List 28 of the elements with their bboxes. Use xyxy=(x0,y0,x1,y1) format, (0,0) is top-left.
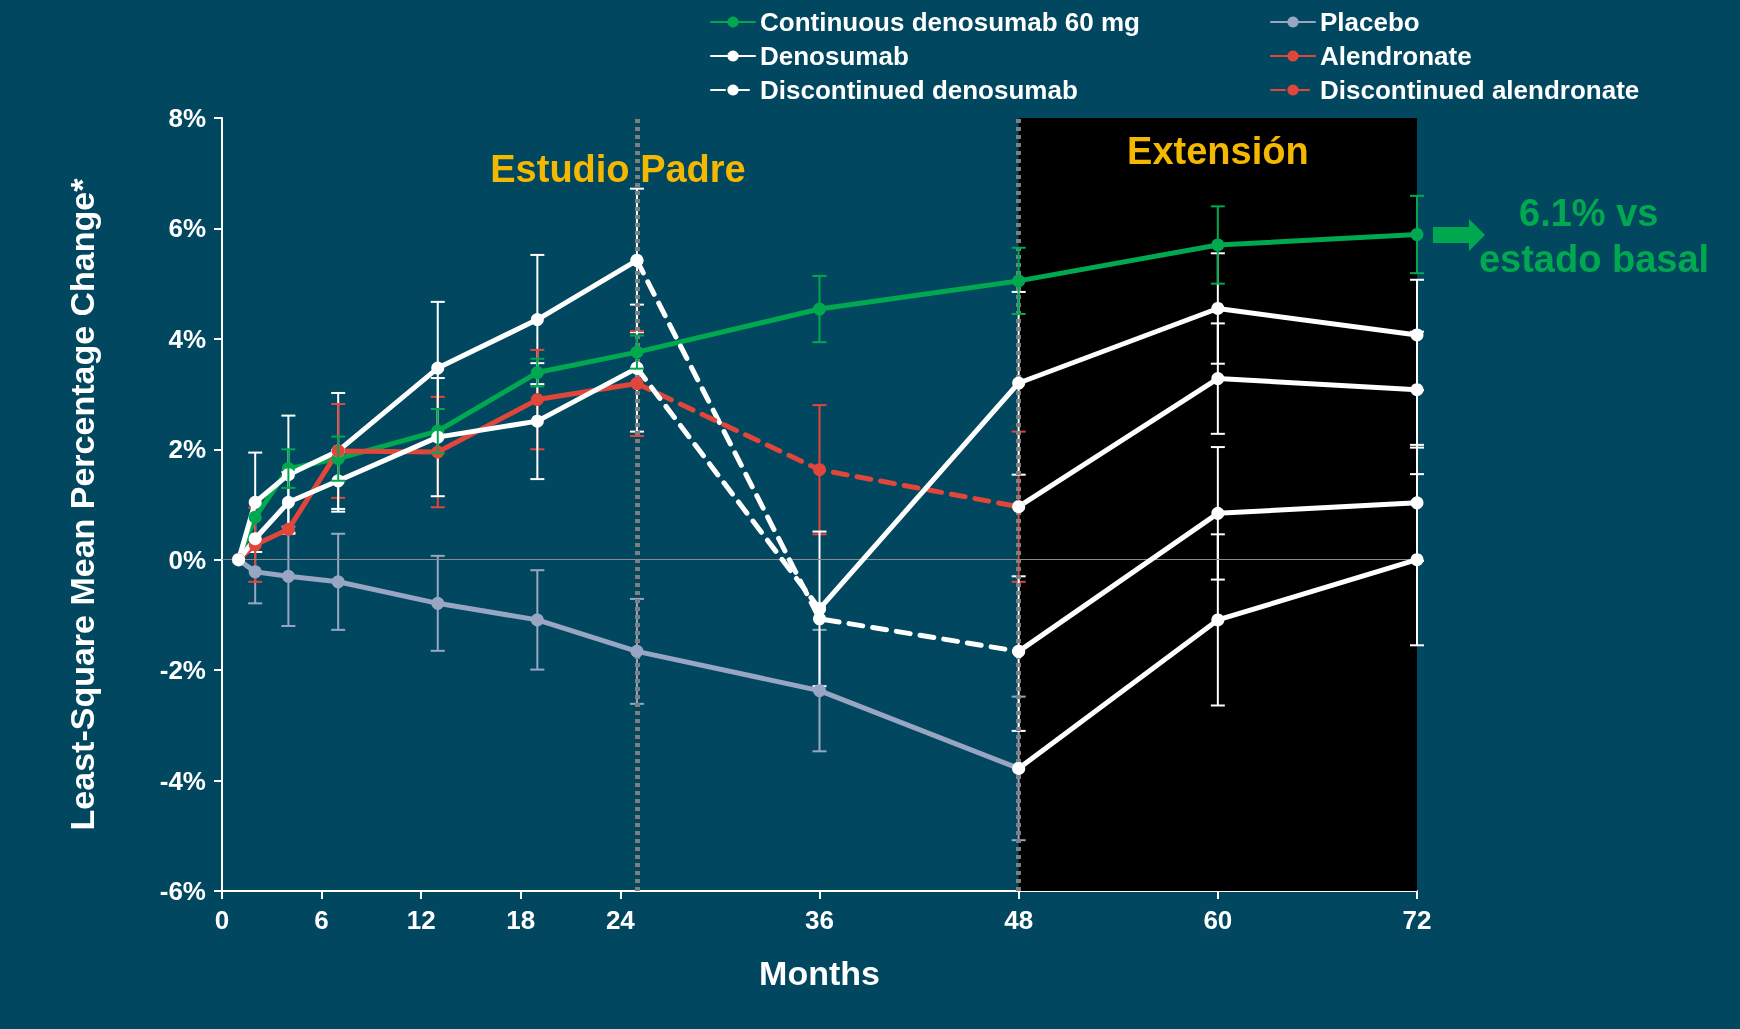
x-tick-label: 0 xyxy=(214,905,230,935)
legend-label: Placebo xyxy=(1320,7,1420,37)
x-tick-label: 36 xyxy=(805,905,834,935)
x-tick-label: 48 xyxy=(1004,905,1034,935)
x-axis-title: Months xyxy=(759,954,880,992)
y-tick-label: 2% xyxy=(168,434,206,465)
x-tick-label: 24 xyxy=(605,905,636,935)
y-tick-label: 0% xyxy=(168,544,206,575)
annotation: 6.1% vs estado basal xyxy=(1478,191,1710,280)
y-tick-label: -6% xyxy=(159,876,206,906)
annotation: Estudio Padre xyxy=(490,148,746,190)
legend-label: Alendronate xyxy=(1320,41,1472,71)
legend-label: Denosumab xyxy=(760,41,909,71)
x-tick-label: 18 xyxy=(506,905,536,935)
y-tick-label: 8% xyxy=(168,103,206,133)
y-tick-label: -4% xyxy=(159,765,206,796)
y-tick-label: 6% xyxy=(168,213,206,244)
legend-label: Discontinued alendronate xyxy=(1320,75,1640,105)
x-tick-label: 72 xyxy=(1402,905,1432,935)
band-label: Extensión xyxy=(1127,130,1309,172)
legend-label: Discontinued denosumab xyxy=(760,75,1078,105)
y-tick-label: -2% xyxy=(159,655,206,686)
y-tick-label: 4% xyxy=(168,323,206,354)
x-tick-label: 12 xyxy=(406,905,436,935)
x-tick-label: 6 xyxy=(314,905,329,935)
y-axis-title: Least-Square Mean Percentage Change* xyxy=(63,177,101,831)
x-tick-label: 60 xyxy=(1203,905,1233,935)
legend-label: Continuous denosumab 60 mg xyxy=(760,7,1140,37)
